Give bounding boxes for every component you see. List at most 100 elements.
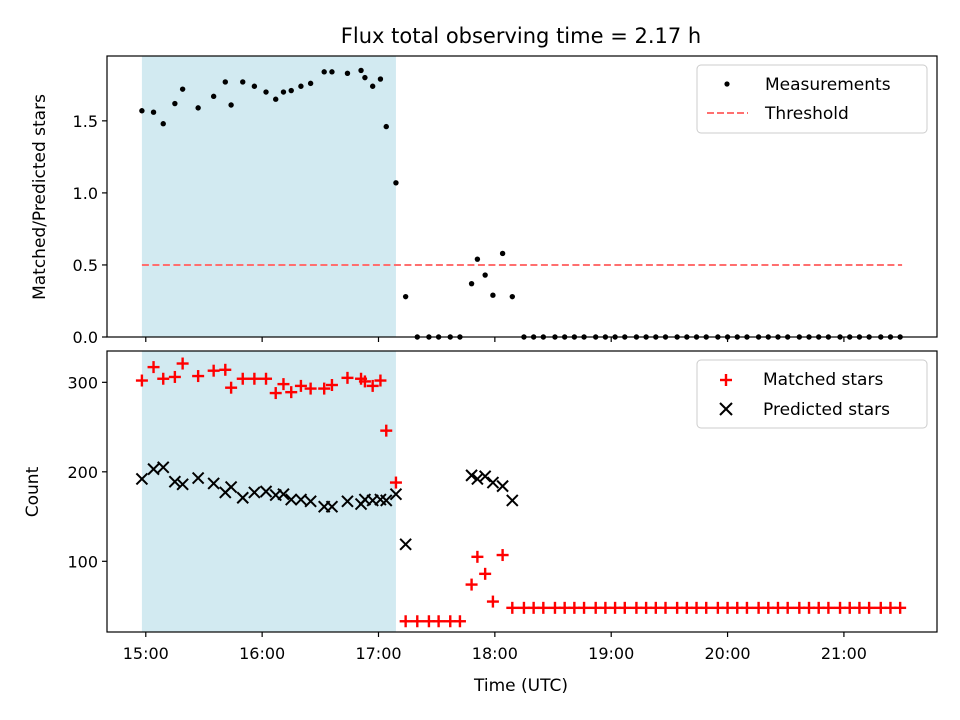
legend-predicted-marker bbox=[719, 402, 733, 416]
matched-star-point bbox=[374, 374, 387, 387]
matched-star-point bbox=[325, 379, 338, 392]
matched-star-point bbox=[659, 601, 672, 614]
measurement-point bbox=[240, 79, 246, 85]
matched-star-point bbox=[294, 379, 307, 392]
measurement-point bbox=[369, 83, 376, 89]
matched-star-point bbox=[411, 615, 424, 628]
measurement-point bbox=[263, 89, 269, 95]
measurement-point bbox=[509, 293, 516, 300]
bottom-axes-frame bbox=[106, 350, 938, 633]
matched-star-point bbox=[135, 374, 148, 387]
predicted-star-point bbox=[294, 493, 308, 506]
matched-stars-points bbox=[135, 357, 907, 628]
measurement-point bbox=[222, 79, 228, 85]
predicted-star-point bbox=[168, 475, 182, 488]
bottom-y-axis-label: Count bbox=[23, 466, 43, 517]
measurement-point bbox=[377, 76, 384, 82]
measurement-point bbox=[344, 70, 351, 76]
bottom-panel: 100 200 300 15:00 16:00 17:00 18:00 19:00 20:00… bbox=[23, 350, 938, 696]
legend-threshold-label: Threshold bbox=[764, 104, 849, 124]
predicted-star-point bbox=[248, 486, 261, 499]
measurement-point bbox=[280, 89, 287, 95]
matched-star-point bbox=[781, 601, 794, 614]
x-tick-label: 19:00 bbox=[588, 644, 634, 663]
measurement-point bbox=[228, 102, 234, 108]
predicted-star-point bbox=[277, 487, 290, 501]
measurement-point bbox=[195, 105, 201, 111]
top-shaded-span bbox=[141, 56, 396, 337]
predicted-star-point bbox=[304, 495, 317, 508]
matched-star-point bbox=[506, 601, 519, 614]
legend-measurements-label: Measurements bbox=[765, 75, 891, 95]
predicted-star-point bbox=[147, 462, 160, 476]
legend-matched-marker bbox=[720, 374, 732, 386]
matched-star-point bbox=[389, 476, 402, 489]
predicted-star-point bbox=[380, 494, 393, 507]
measurement-point bbox=[210, 93, 217, 100]
predicted-star-point bbox=[157, 461, 170, 474]
matched-star-point bbox=[304, 382, 317, 395]
matched-star-point bbox=[479, 567, 492, 580]
predicted-star-point bbox=[325, 500, 339, 513]
matched-star-point bbox=[157, 372, 170, 385]
top-y-tick-label: 1.5 bbox=[73, 112, 98, 131]
bottom-x-ticks: 15:00 16:00 17:00 18:00 19:00 20:00 21:00 bbox=[123, 632, 867, 663]
matched-star-point bbox=[399, 615, 412, 628]
bottom-y-ticks: 100 200 300 bbox=[67, 373, 107, 571]
matched-star-point bbox=[269, 387, 282, 400]
top-legend: Measurements Threshold bbox=[696, 64, 928, 134]
measurement-point bbox=[362, 74, 368, 81]
matched-star-point bbox=[465, 578, 478, 591]
matched-star-point bbox=[225, 381, 238, 394]
predicted-star-point bbox=[496, 479, 509, 493]
matched-star-point bbox=[236, 372, 249, 385]
predicted-star-point bbox=[285, 493, 298, 506]
matched-star-point bbox=[700, 601, 713, 614]
x-tick-label: 20:00 bbox=[705, 644, 751, 663]
predicted-star-point bbox=[135, 472, 149, 486]
matched-star-point bbox=[578, 601, 591, 614]
measurement-point bbox=[393, 180, 399, 186]
measurement-point bbox=[251, 83, 258, 89]
top-y-tick-label: 1.0 bbox=[73, 184, 98, 203]
measurement-point bbox=[160, 121, 166, 127]
top-legend-box bbox=[696, 64, 928, 134]
bottom-y-tick-label: 300 bbox=[67, 373, 98, 392]
measurement-point bbox=[482, 272, 488, 278]
x-axis-label: Time (UTC) bbox=[473, 676, 568, 696]
predicted-star-point bbox=[486, 476, 500, 489]
measurement-point bbox=[383, 123, 389, 130]
predicted-star-point bbox=[471, 472, 484, 486]
legend-measurements-marker bbox=[724, 81, 730, 87]
measurement-point bbox=[474, 256, 481, 262]
predicted-star-point bbox=[236, 491, 249, 504]
bottom-y-tick-label: 200 bbox=[67, 463, 98, 482]
legend-predicted-label: Predicted stars bbox=[763, 400, 890, 420]
predicted-star-point bbox=[191, 471, 205, 485]
matched-star-point bbox=[740, 601, 753, 614]
bottom-legend-box bbox=[696, 359, 928, 429]
matched-star-point bbox=[358, 375, 371, 388]
top-x-ticks bbox=[145, 337, 845, 342]
matched-star-point bbox=[366, 379, 379, 392]
matched-star-point bbox=[285, 386, 298, 399]
top-y-axis-label: Matched/Predicted stars bbox=[30, 94, 50, 300]
predicted-star-point bbox=[465, 469, 478, 482]
x-tick-label: 18:00 bbox=[472, 644, 518, 663]
matched-star-point bbox=[486, 595, 499, 608]
top-panel: 0.0 0.5 1.0 1.5 Matched/Predicted stars Mea… bbox=[30, 55, 938, 347]
matched-star-point bbox=[432, 615, 445, 628]
matched-star-point bbox=[277, 378, 290, 391]
matched-star-point bbox=[822, 601, 835, 614]
measurement-point bbox=[298, 83, 304, 89]
matched-star-point bbox=[537, 601, 550, 614]
top-y-ticks: 0.0 0.5 1.0 1.5 bbox=[73, 112, 107, 347]
matched-star-point bbox=[471, 550, 484, 563]
x-tick-label: 21:00 bbox=[821, 644, 867, 663]
predicted-stars-points bbox=[135, 461, 519, 551]
predicted-star-point bbox=[341, 495, 354, 508]
measurement-point bbox=[358, 67, 364, 74]
measurement-point bbox=[139, 108, 145, 114]
matched-star-point bbox=[318, 382, 331, 395]
